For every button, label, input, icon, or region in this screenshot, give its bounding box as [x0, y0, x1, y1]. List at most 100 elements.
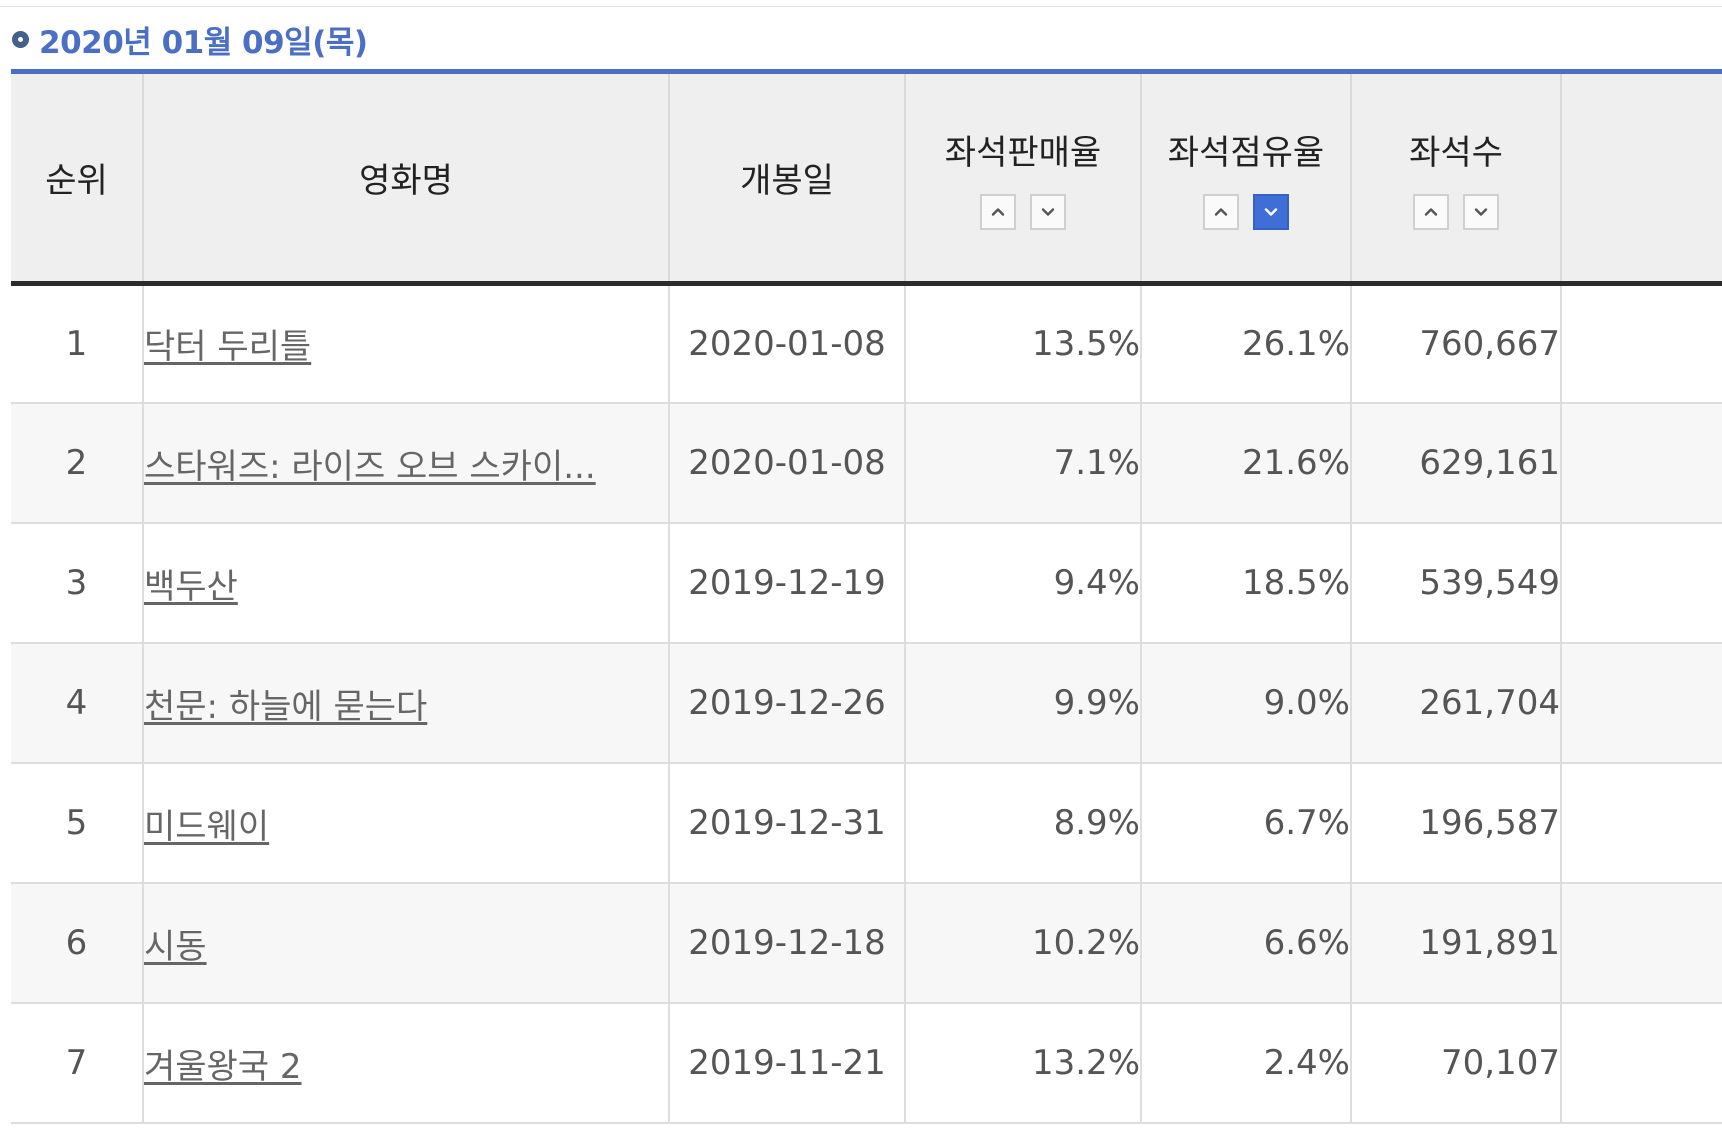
seats-cell: 261,704: [1351, 643, 1561, 763]
share-rate-cell: 6.7%: [1141, 763, 1351, 883]
table-row: 6 시동 2019-12-18 10.2% 6.6% 191,891: [11, 883, 1722, 1003]
movie-title-link[interactable]: 겨울왕국 2: [144, 1047, 302, 1087]
rank-cell: 2: [11, 403, 143, 523]
sales-rate-cell: 9.4%: [905, 523, 1141, 643]
rank-cell: 5: [11, 763, 143, 883]
header-share-rate-label: 좌석점유율: [1142, 125, 1350, 174]
table-body: 1 닥터 두리틀 2020-01-08 13.5% 26.1% 760,667 …: [11, 283, 1722, 1123]
header-row: 순위 영화명 개봉일 좌석판매율: [11, 74, 1722, 283]
title-cell: 천문: 하늘에 묻는다: [143, 643, 669, 763]
seats-sort-asc-button[interactable]: [1413, 194, 1449, 230]
seats-cell: 760,667: [1351, 283, 1561, 403]
movie-title-link[interactable]: 백두산: [144, 567, 238, 607]
sales-rate-cell: 10.2%: [905, 883, 1141, 1003]
release-date-cell: 2020-01-08: [669, 403, 905, 523]
seats-sort-desc-button[interactable]: [1463, 194, 1499, 230]
table-row: 3 백두산 2019-12-19 9.4% 18.5% 539,549: [11, 523, 1722, 643]
seats-sort-controls: [1352, 194, 1560, 230]
date-heading-text: 2020년 01월 09일(목): [39, 17, 368, 62]
sales-rate-sort-asc-button[interactable]: [980, 194, 1016, 230]
rank-cell: 1: [11, 283, 143, 403]
sales-rate-sort-controls: [906, 194, 1140, 230]
release-date-cell: 2019-12-19: [669, 523, 905, 643]
header-seats-label: 좌석수: [1352, 125, 1560, 174]
header-rank: 순위: [11, 74, 143, 283]
share-rate-cell: 2.4%: [1141, 1003, 1351, 1123]
table-row: 1 닥터 두리틀 2020-01-08 13.5% 26.1% 760,667: [11, 283, 1722, 403]
header-release-label: 개봉일: [670, 153, 904, 202]
sales-rate-cell: 9.9%: [905, 643, 1141, 763]
extra-cell-clipped: [1561, 763, 1722, 883]
table-row: 7 겨울왕국 2 2019-11-21 13.2% 2.4% 70,107: [11, 1003, 1722, 1123]
table-header: 순위 영화명 개봉일 좌석판매율: [11, 74, 1722, 283]
release-date-cell: 2020-01-08: [669, 283, 905, 403]
header-sales-rate: 좌석판매율: [905, 74, 1141, 283]
extra-cell-clipped: [1561, 1003, 1722, 1123]
share-rate-sort-desc-button[interactable]: [1253, 194, 1289, 230]
title-cell: 스타워즈: 라이즈 오브 스카이...: [143, 403, 669, 523]
sales-rate-cell: 7.1%: [905, 403, 1141, 523]
movie-title-link[interactable]: 닥터 두리틀: [144, 327, 311, 367]
title-cell: 미드웨이: [143, 763, 669, 883]
release-date-cell: 2019-11-21: [669, 1003, 905, 1123]
share-rate-cell: 6.6%: [1141, 883, 1351, 1003]
chevron-down-icon: [1473, 204, 1489, 220]
title-cell: 시동: [143, 883, 669, 1003]
seats-cell: 629,161: [1351, 403, 1561, 523]
release-date-cell: 2019-12-18: [669, 883, 905, 1003]
header-share-rate: 좌석점유율: [1141, 74, 1351, 283]
header-release: 개봉일: [669, 74, 905, 283]
sales-rate-cell: 13.2%: [905, 1003, 1141, 1123]
release-date-cell: 2019-12-31: [669, 763, 905, 883]
extra-cell-clipped: [1561, 283, 1722, 403]
extra-cell-clipped: [1561, 523, 1722, 643]
extra-cell-clipped: [1561, 643, 1722, 763]
movie-title-link[interactable]: 천문: 하늘에 묻는다: [144, 687, 427, 727]
header-sales-rate-label: 좌석판매율: [906, 125, 1140, 174]
chevron-up-icon: [990, 204, 1006, 220]
top-divider: [0, 6, 1722, 7]
seats-cell: 196,587: [1351, 763, 1561, 883]
date-heading: 2020년 01월 09일(목): [12, 14, 368, 64]
movie-title-link[interactable]: 미드웨이: [144, 807, 269, 847]
seats-cell: 539,549: [1351, 523, 1561, 643]
sales-rate-sort-desc-button[interactable]: [1030, 194, 1066, 230]
header-rank-label: 순위: [11, 153, 142, 202]
share-rate-sort-asc-button[interactable]: [1203, 194, 1239, 230]
share-rate-cell: 21.6%: [1141, 403, 1351, 523]
title-cell: 백두산: [143, 523, 669, 643]
chevron-up-icon: [1213, 204, 1229, 220]
seats-cell: 70,107: [1351, 1003, 1561, 1123]
share-rate-sort-controls: [1142, 194, 1350, 230]
header-title-label: 영화명: [144, 153, 668, 202]
title-cell: 닥터 두리틀: [143, 283, 669, 403]
chevron-down-icon: [1263, 204, 1279, 220]
sales-rate-cell: 8.9%: [905, 763, 1141, 883]
table-row: 4 천문: 하늘에 묻는다 2019-12-26 9.9% 9.0% 261,7…: [11, 643, 1722, 763]
release-date-cell: 2019-12-26: [669, 643, 905, 763]
rank-cell: 3: [11, 523, 143, 643]
header-extra-clipped: [1561, 74, 1722, 283]
share-rate-cell: 26.1%: [1141, 283, 1351, 403]
movie-title-link[interactable]: 시동: [144, 927, 207, 967]
rank-cell: 7: [11, 1003, 143, 1123]
share-rate-cell: 18.5%: [1141, 523, 1351, 643]
extra-cell-clipped: [1561, 883, 1722, 1003]
chevron-down-icon: [1040, 204, 1056, 220]
table-row: 5 미드웨이 2019-12-31 8.9% 6.7% 196,587: [11, 763, 1722, 883]
rank-cell: 6: [11, 883, 143, 1003]
header-seats: 좌석수: [1351, 74, 1561, 283]
boxoffice-table: 순위 영화명 개봉일 좌석판매율: [11, 74, 1722, 1124]
rank-cell: 4: [11, 643, 143, 763]
title-cell: 겨울왕국 2: [143, 1003, 669, 1123]
sales-rate-cell: 13.5%: [905, 283, 1141, 403]
chevron-up-icon: [1423, 204, 1439, 220]
header-title: 영화명: [143, 74, 669, 283]
table-row: 2 스타워즈: 라이즈 오브 스카이... 2020-01-08 7.1% 21…: [11, 403, 1722, 523]
circle-ring-icon: [12, 31, 29, 48]
extra-cell-clipped: [1561, 403, 1722, 523]
movie-title-link[interactable]: 스타워즈: 라이즈 오브 스카이...: [144, 447, 596, 487]
seats-cell: 191,891: [1351, 883, 1561, 1003]
share-rate-cell: 9.0%: [1141, 643, 1351, 763]
